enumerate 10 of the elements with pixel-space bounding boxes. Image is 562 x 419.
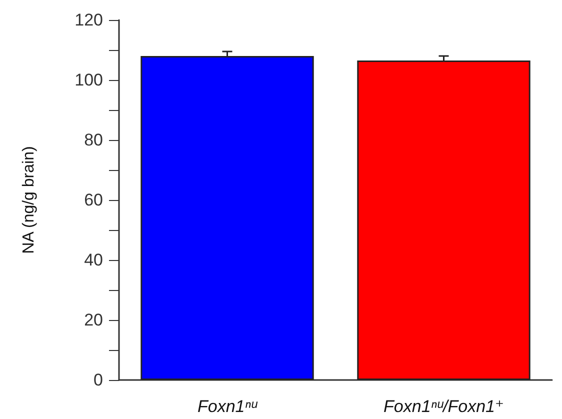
x-tick-label: Foxn1ⁿᵘ: [198, 397, 258, 416]
y-tick-label: 20: [84, 310, 103, 330]
y-tick-label: 40: [84, 250, 103, 270]
y-axis-title: NA (ng/g brain): [20, 146, 38, 254]
x-tick-label: Foxn1ⁿᵘ/Foxn1⁺: [384, 397, 504, 416]
y-tick-label: 100: [74, 70, 103, 90]
y-tick-label: 80: [84, 130, 103, 150]
y-tick-label: 60: [84, 190, 103, 210]
y-tick-label: 0: [94, 370, 103, 390]
y-tick-label: 120: [74, 10, 103, 30]
